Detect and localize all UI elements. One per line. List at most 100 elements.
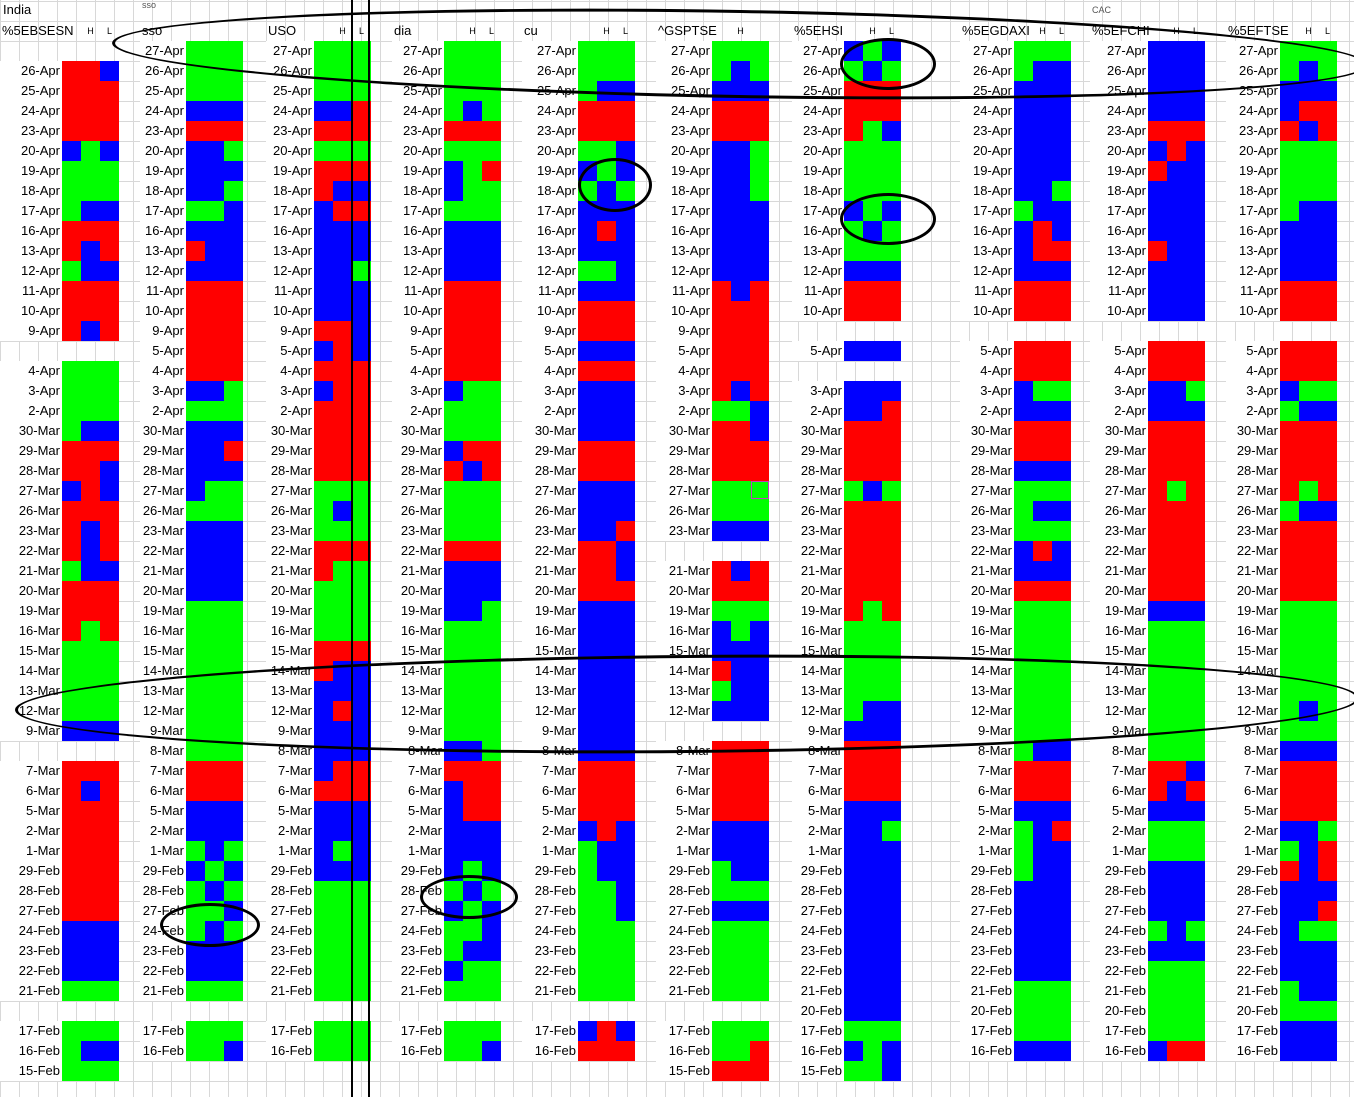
red-cell[interactable] bbox=[314, 161, 333, 181]
date-cell[interactable]: 17-Feb bbox=[522, 1021, 578, 1041]
green-cell[interactable] bbox=[1167, 641, 1186, 661]
green-cell[interactable] bbox=[863, 1061, 882, 1081]
green-cell[interactable] bbox=[1148, 681, 1167, 701]
blue-cell[interactable] bbox=[863, 841, 882, 861]
green-cell[interactable] bbox=[463, 421, 482, 441]
green-cell[interactable] bbox=[882, 1021, 901, 1041]
red-cell[interactable] bbox=[578, 121, 597, 141]
date-cell[interactable]: 13-Apr bbox=[656, 241, 712, 261]
red-cell[interactable] bbox=[463, 541, 482, 561]
date-cell[interactable]: 9-Mar bbox=[1090, 721, 1148, 741]
blue-cell[interactable] bbox=[863, 341, 882, 361]
blue-cell[interactable] bbox=[712, 521, 731, 541]
blue-cell[interactable] bbox=[1014, 261, 1033, 281]
red-cell[interactable] bbox=[444, 301, 463, 321]
blue-cell[interactable] bbox=[597, 241, 616, 261]
green-cell[interactable] bbox=[1014, 201, 1033, 221]
blue-cell[interactable] bbox=[1167, 301, 1186, 321]
blue-cell[interactable] bbox=[463, 261, 482, 281]
date-cell[interactable]: 3-Apr bbox=[656, 381, 712, 401]
blue-cell[interactable] bbox=[578, 681, 597, 701]
green-cell[interactable] bbox=[1167, 741, 1186, 761]
red-cell[interactable] bbox=[81, 861, 100, 881]
blue-cell[interactable] bbox=[463, 221, 482, 241]
blue-cell[interactable] bbox=[731, 641, 750, 661]
green-cell[interactable] bbox=[1280, 181, 1299, 201]
date-cell[interactable]: 12-Mar bbox=[1226, 701, 1280, 721]
blue-cell[interactable] bbox=[81, 961, 100, 981]
date-cell[interactable]: 27-Feb bbox=[960, 901, 1014, 921]
blue-cell[interactable] bbox=[333, 281, 352, 301]
date-cell[interactable]: 16-Mar bbox=[392, 621, 444, 641]
green-cell[interactable] bbox=[1014, 981, 1033, 1001]
green-cell[interactable] bbox=[1186, 821, 1205, 841]
blue-cell[interactable] bbox=[1014, 561, 1033, 581]
green-cell[interactable] bbox=[1033, 681, 1052, 701]
red-cell[interactable] bbox=[1318, 281, 1337, 301]
date-cell[interactable]: 23-Feb bbox=[1090, 941, 1148, 961]
blue-cell[interactable] bbox=[81, 541, 100, 561]
date-cell[interactable]: 23-Mar bbox=[392, 521, 444, 541]
green-cell[interactable] bbox=[1167, 1021, 1186, 1041]
date-cell[interactable]: 7-Mar bbox=[656, 761, 712, 781]
blue-cell[interactable] bbox=[578, 661, 597, 681]
date-cell[interactable]: 12-Apr bbox=[1090, 261, 1148, 281]
green-cell[interactable] bbox=[1148, 721, 1167, 741]
blue-cell[interactable] bbox=[205, 581, 224, 601]
blue-cell[interactable] bbox=[444, 821, 463, 841]
green-cell[interactable] bbox=[314, 601, 333, 621]
date-cell[interactable]: 20-Apr bbox=[1226, 141, 1280, 161]
blue-cell[interactable] bbox=[731, 821, 750, 841]
red-cell[interactable] bbox=[844, 561, 863, 581]
blue-cell[interactable] bbox=[1052, 501, 1071, 521]
blue-cell[interactable] bbox=[205, 221, 224, 241]
date-cell[interactable]: 23-Apr bbox=[1226, 121, 1280, 141]
red-cell[interactable] bbox=[578, 461, 597, 481]
red-cell[interactable] bbox=[1033, 421, 1052, 441]
blue-cell[interactable] bbox=[352, 301, 371, 321]
green-cell[interactable] bbox=[314, 921, 333, 941]
red-cell[interactable] bbox=[482, 781, 501, 801]
date-cell[interactable]: 29-Feb bbox=[266, 861, 314, 881]
blue-cell[interactable] bbox=[314, 201, 333, 221]
date-cell[interactable]: 27-Apr bbox=[522, 41, 578, 61]
red-cell[interactable] bbox=[750, 581, 769, 601]
blue-cell[interactable] bbox=[1299, 741, 1318, 761]
date-cell[interactable]: 9-Apr bbox=[140, 321, 186, 341]
blue-cell[interactable] bbox=[750, 421, 769, 441]
date-cell[interactable]: 16-Mar bbox=[1090, 621, 1148, 641]
blue-cell[interactable] bbox=[844, 801, 863, 821]
blue-cell[interactable] bbox=[731, 841, 750, 861]
green-cell[interactable] bbox=[62, 661, 81, 681]
blue-cell[interactable] bbox=[352, 681, 371, 701]
blue-cell[interactable] bbox=[863, 481, 882, 501]
blue-cell[interactable] bbox=[750, 861, 769, 881]
blue-cell[interactable] bbox=[597, 381, 616, 401]
green-cell[interactable] bbox=[616, 61, 635, 81]
date-cell[interactable]: 24-Feb bbox=[266, 921, 314, 941]
blue-cell[interactable] bbox=[314, 261, 333, 281]
date-cell[interactable]: 14-Mar bbox=[140, 661, 186, 681]
date-cell[interactable]: 12-Mar bbox=[140, 701, 186, 721]
blue-cell[interactable] bbox=[81, 521, 100, 541]
blue-cell[interactable] bbox=[578, 601, 597, 621]
date-cell[interactable]: 24-Apr bbox=[392, 101, 444, 121]
red-cell[interactable] bbox=[1014, 421, 1033, 441]
blue-cell[interactable] bbox=[1186, 601, 1205, 621]
green-cell[interactable] bbox=[333, 941, 352, 961]
blue-cell[interactable] bbox=[1299, 61, 1318, 81]
green-cell[interactable] bbox=[1280, 1001, 1299, 1021]
date-cell[interactable]: 5-Mar bbox=[140, 801, 186, 821]
blue-cell[interactable] bbox=[444, 161, 463, 181]
date-cell[interactable]: 3-Apr bbox=[1226, 381, 1280, 401]
red-cell[interactable] bbox=[1318, 341, 1337, 361]
date-cell[interactable]: 24-Feb bbox=[0, 921, 62, 941]
green-cell[interactable] bbox=[62, 641, 81, 661]
red-cell[interactable] bbox=[863, 421, 882, 441]
green-cell[interactable] bbox=[224, 141, 243, 161]
blue-cell[interactable] bbox=[81, 921, 100, 941]
date-cell[interactable]: 24-Feb bbox=[392, 921, 444, 941]
green-cell[interactable] bbox=[1280, 41, 1299, 61]
blue-cell[interactable] bbox=[1318, 221, 1337, 241]
red-cell[interactable] bbox=[62, 841, 81, 861]
